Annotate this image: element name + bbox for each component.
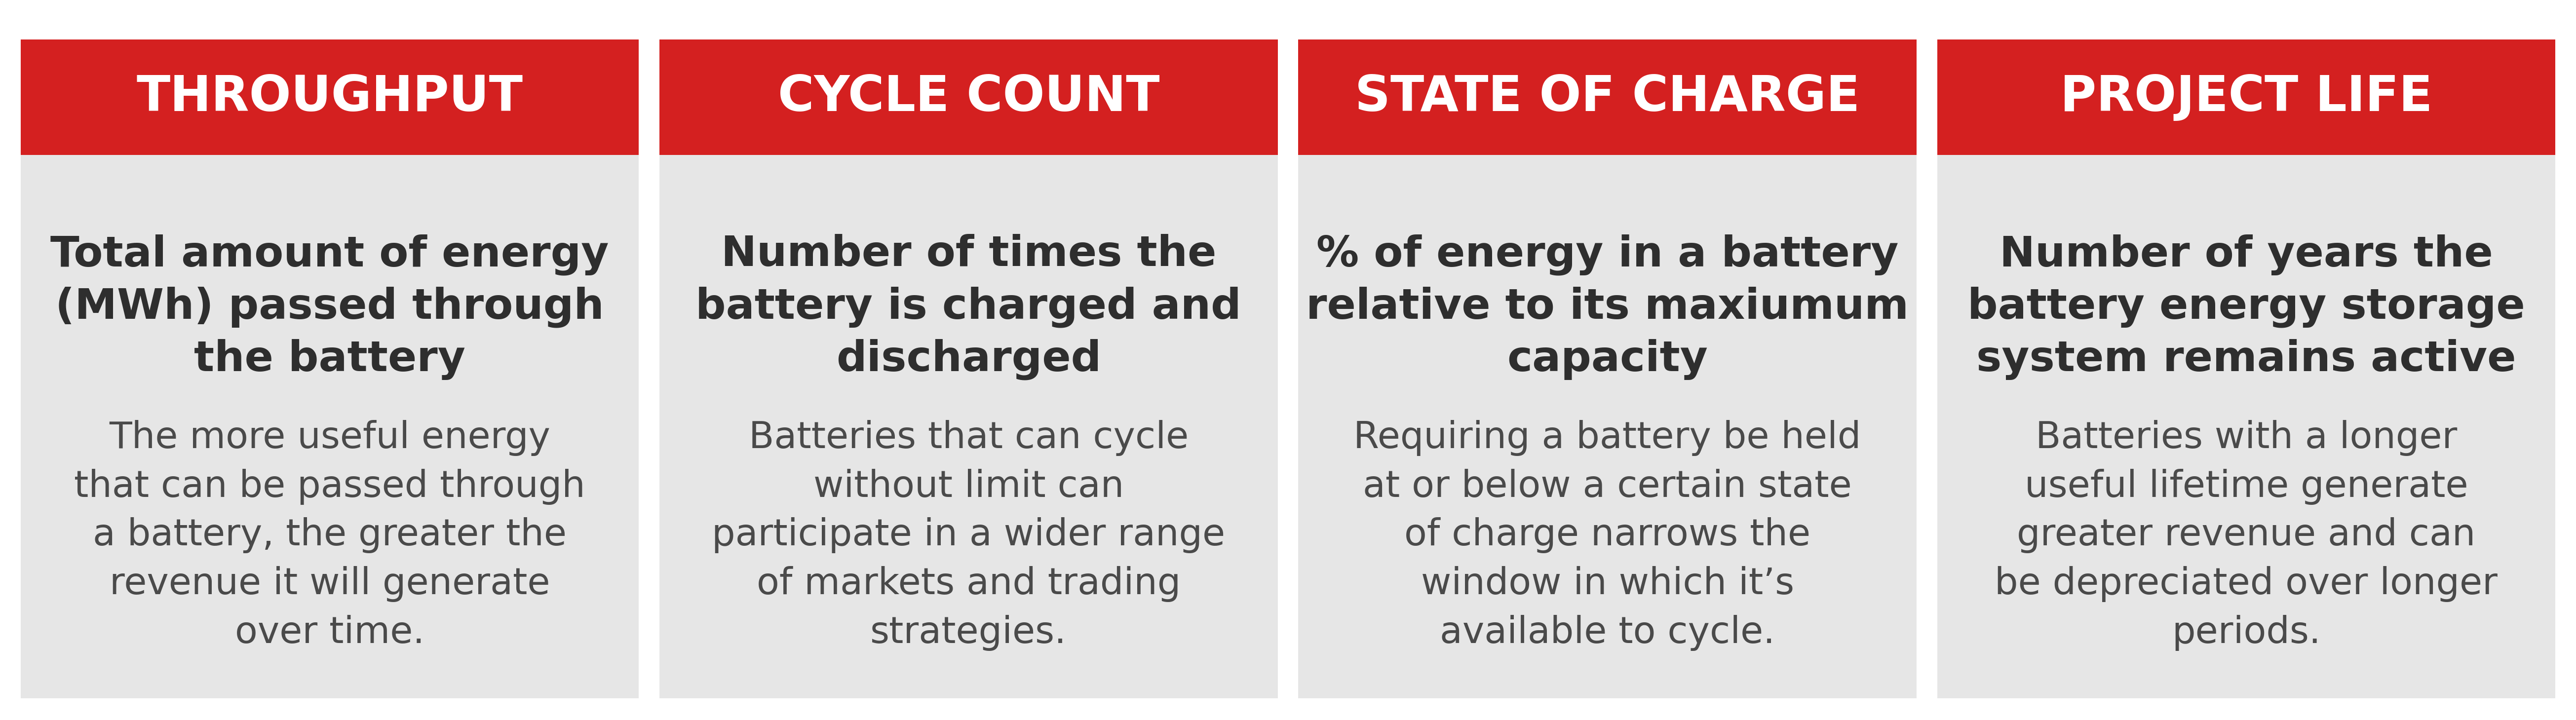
Bar xyxy=(659,155,1278,698)
Text: The more useful energy
that can be passed through
a battery, the greater the
rev: The more useful energy that can be passe… xyxy=(75,420,585,651)
Text: CYCLE COUNT: CYCLE COUNT xyxy=(778,73,1159,121)
Text: Batteries with a longer
useful lifetime generate
greater revenue and can
be depr: Batteries with a longer useful lifetime … xyxy=(1994,420,2499,651)
Text: % of energy in a battery
relative to its maxiumum
capacity: % of energy in a battery relative to its… xyxy=(1306,234,1909,380)
Text: PROJECT LIFE: PROJECT LIFE xyxy=(2061,73,2432,121)
Text: Number of years the
battery energy storage
system remains active: Number of years the battery energy stora… xyxy=(1968,234,2524,380)
Bar xyxy=(21,155,639,698)
Text: Total amount of energy
(MWh) passed through
the battery: Total amount of energy (MWh) passed thro… xyxy=(52,234,608,380)
Text: Number of times the
battery is charged and
discharged: Number of times the battery is charged a… xyxy=(696,234,1242,380)
Bar xyxy=(21,40,639,155)
Bar xyxy=(659,40,1278,155)
Text: Requiring a battery be held
at or below a certain state
of charge narrows the
wi: Requiring a battery be held at or below … xyxy=(1352,420,1862,651)
Bar xyxy=(1298,155,1917,698)
Bar xyxy=(1298,40,1917,155)
Text: THROUGHPUT: THROUGHPUT xyxy=(137,73,523,121)
Bar xyxy=(1937,155,2555,698)
Text: Batteries that can cycle
without limit can
participate in a wider range
of marke: Batteries that can cycle without limit c… xyxy=(711,420,1226,651)
Bar xyxy=(1937,40,2555,155)
Text: STATE OF CHARGE: STATE OF CHARGE xyxy=(1355,73,1860,121)
